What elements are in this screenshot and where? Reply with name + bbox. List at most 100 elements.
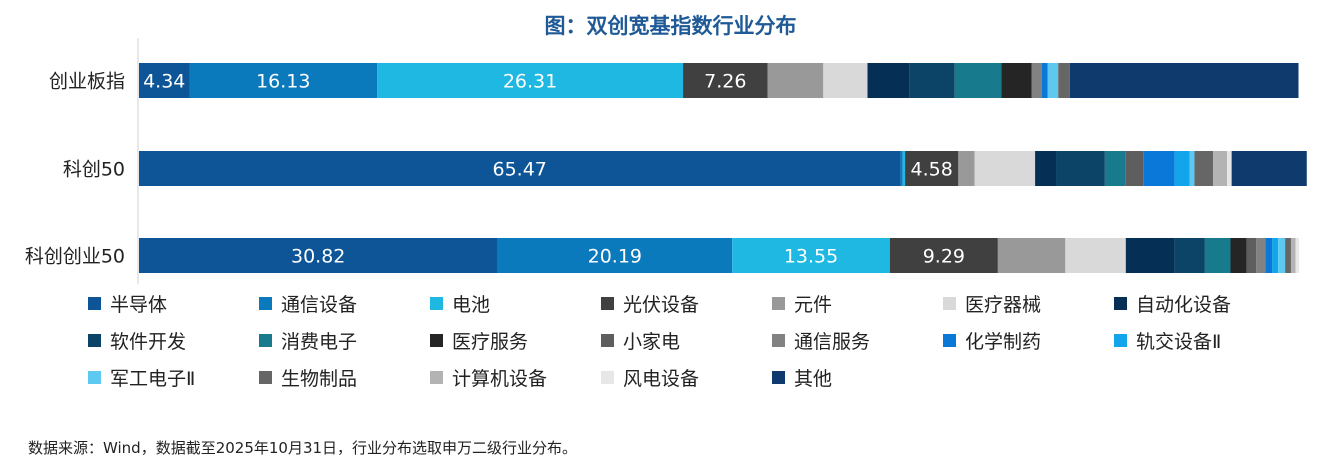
bar-segment: [1189, 151, 1195, 186]
legend-label: 光伏设备: [623, 293, 700, 316]
legend-label: 通信设备: [281, 293, 358, 316]
legend-label: 消费电子: [281, 330, 358, 353]
chart-title: 图：双创宽基指数行业分布: [544, 14, 797, 38]
bar-segment: [905, 151, 959, 186]
bar-segment: [1125, 151, 1144, 186]
bar-segment: [1125, 238, 1175, 273]
legend-label: 风电设备: [623, 367, 700, 390]
legend-label: 计算机设备: [452, 367, 548, 390]
bar-segment: [902, 151, 906, 186]
bar-segment: [997, 238, 1066, 273]
legend-label: 元件: [794, 293, 833, 316]
legend-swatch: [430, 333, 443, 347]
bar-segment: [1001, 63, 1032, 98]
legend-label: 生物制品: [281, 367, 358, 390]
legend-label: 自动化设备: [1136, 293, 1232, 316]
bar-segment: [1041, 63, 1048, 98]
legend-item: 医疗器械: [943, 290, 1041, 316]
legend-swatch: [88, 370, 101, 384]
legend-swatch: [1114, 333, 1127, 347]
legend-label: 半导体: [110, 293, 168, 316]
legend-item: 通信设备: [259, 290, 357, 316]
bar-segment: [1290, 238, 1296, 273]
legend-item: 化学制药: [943, 327, 1041, 353]
category-label: 科创50: [63, 159, 125, 181]
bar-segment: [1265, 238, 1273, 273]
stacked-bar-chart: 创业板指 4.34 16.13 26.31 7.26 科创50 65.47 4.58 科创创业5…: [25, 38, 1307, 284]
bar-segment: [1226, 151, 1232, 186]
legend-item: 其他: [772, 364, 832, 390]
bar-segment: [1104, 151, 1126, 186]
legend-swatch: [943, 296, 956, 310]
bar-segment: [1069, 63, 1299, 98]
legend-item: 半导体: [88, 290, 167, 316]
bar-segment: [1065, 238, 1126, 273]
legend-swatch: [88, 296, 101, 310]
data-label: 9.29: [923, 246, 965, 268]
category-label: 创业板指: [49, 71, 125, 93]
legend-swatch: [259, 333, 272, 347]
bar-segment: [139, 63, 190, 98]
bar-segment: [1143, 151, 1175, 186]
legend-swatch: [601, 333, 614, 347]
legend-item: 通信服务: [772, 327, 870, 353]
data-label: 26.31: [503, 71, 557, 93]
legend-swatch: [772, 333, 785, 347]
legend-label: 医疗器械: [965, 293, 1042, 316]
bar-segment: [958, 151, 975, 186]
bar-segment: [889, 238, 998, 273]
bar-segment: [1056, 151, 1105, 186]
legend-label: 通信服务: [794, 330, 871, 353]
bar-segment: [974, 151, 1036, 186]
category-label: 科创创业50: [25, 246, 125, 268]
data-label: 20.19: [588, 246, 642, 268]
data-label: 65.47: [493, 159, 547, 181]
bar-segment: [1285, 238, 1291, 273]
data-label: 4.34: [143, 71, 185, 93]
legend-item: 生物制品: [259, 364, 357, 390]
bar-segment: [909, 63, 955, 98]
bar-segment: [1246, 238, 1257, 273]
legend-item: 光伏设备: [601, 290, 699, 316]
bar-segment: [1047, 63, 1059, 98]
bar-segment: [1278, 238, 1286, 273]
legend-swatch: [430, 296, 443, 310]
legend-swatch: [943, 333, 956, 347]
legend-label: 其他: [794, 367, 833, 390]
legend-item: 风电设备: [601, 364, 699, 390]
bar-segment: [1194, 151, 1214, 186]
bar-segment: [867, 63, 910, 98]
bar-segment: [139, 151, 901, 186]
data-label: 4.58: [911, 159, 953, 181]
bar-segment: [683, 63, 768, 98]
bar-segment: [954, 63, 1002, 98]
bar-segment: [377, 63, 684, 98]
bar-segment: [1295, 238, 1300, 273]
legend-item: 电池: [430, 290, 490, 316]
legend-swatch: [601, 296, 614, 310]
bar-segment: [1035, 151, 1057, 186]
legend-swatch: [430, 370, 443, 384]
legend-swatch: [1114, 296, 1127, 310]
source-note: 数据来源：Wind，数据截至2025年10月31日，行业分布选取申万二级行业分布…: [28, 439, 578, 457]
bar-segment: [1231, 151, 1307, 186]
legend-item: 元件: [772, 290, 832, 316]
bar-segment: [1204, 238, 1231, 273]
bar-segment: [1213, 151, 1227, 186]
bar-segment: [732, 238, 890, 273]
legend-swatch: [601, 370, 614, 384]
bar-segment: [767, 63, 824, 98]
bar-segment: [1230, 238, 1247, 273]
data-label: 30.82: [291, 246, 345, 268]
data-label: 13.55: [784, 246, 838, 268]
legend-item: 军工电子Ⅱ: [88, 364, 195, 390]
legend-label: 轨交设备Ⅱ: [1136, 330, 1222, 353]
legend-item: 自动化设备: [1114, 290, 1231, 316]
legend-item: 医疗服务: [430, 327, 528, 353]
legend-swatch: [259, 296, 272, 310]
data-label: 7.26: [704, 71, 746, 93]
bar-segment: [1272, 238, 1279, 273]
bar-segment: [823, 63, 868, 98]
legend-label: 小家电: [623, 330, 681, 353]
bar-segment: [1256, 238, 1266, 273]
